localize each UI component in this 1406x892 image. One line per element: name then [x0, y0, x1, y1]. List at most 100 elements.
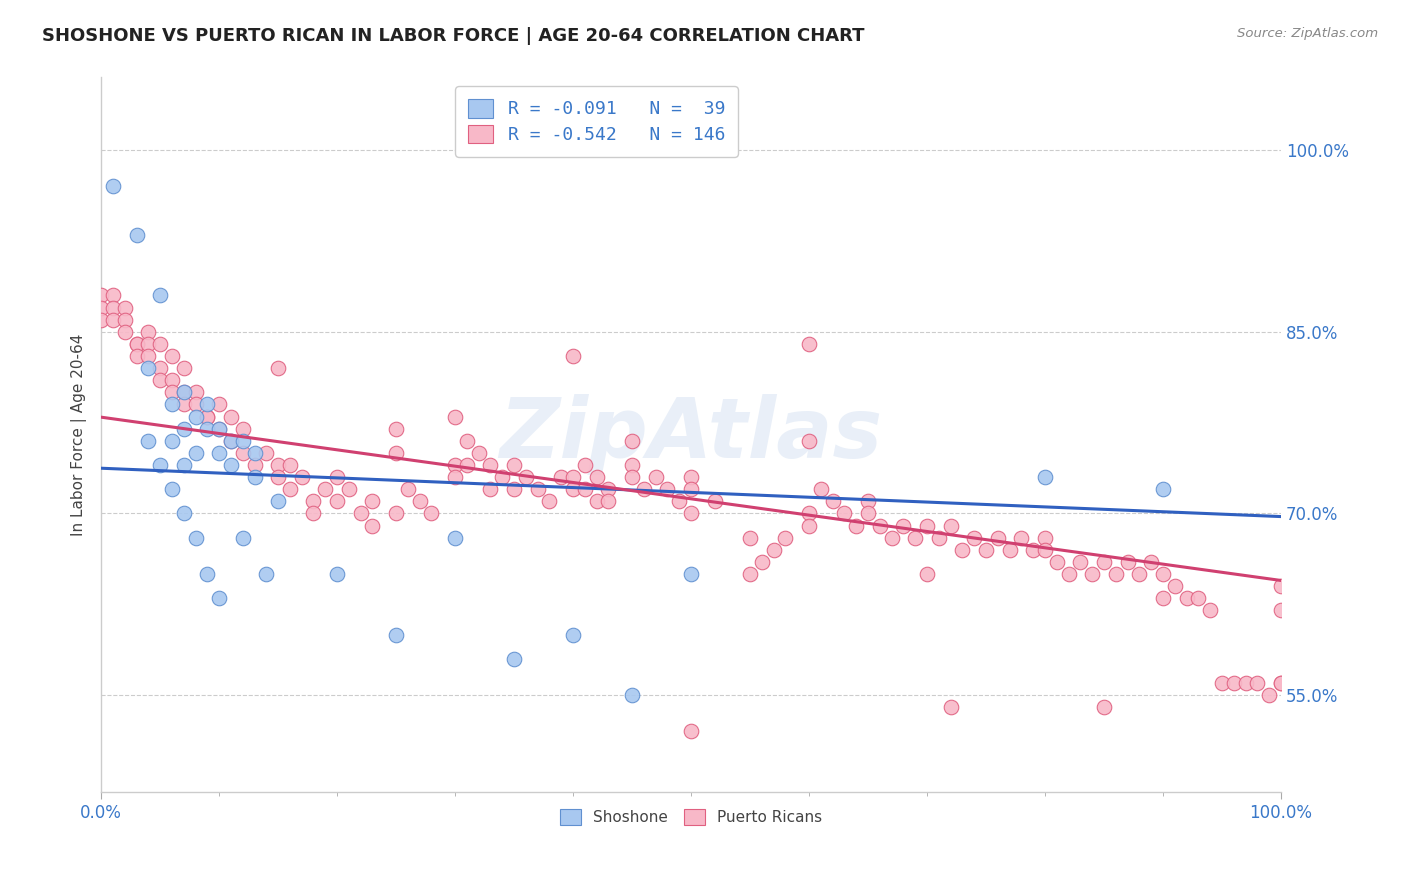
Point — [136, 325, 159, 339]
Point — [974, 542, 997, 557]
Point — [444, 409, 467, 424]
Point — [173, 385, 195, 400]
Point — [302, 507, 325, 521]
Point — [326, 494, 349, 508]
Point — [621, 434, 644, 448]
Point — [821, 494, 844, 508]
Point — [184, 409, 207, 424]
Point — [574, 482, 596, 496]
Point — [173, 385, 195, 400]
Point — [738, 566, 761, 581]
Point — [208, 422, 231, 436]
Point — [1270, 676, 1292, 690]
Text: SHOSHONE VS PUERTO RICAN IN LABOR FORCE | AGE 20-64 CORRELATION CHART: SHOSHONE VS PUERTO RICAN IN LABOR FORCE … — [42, 27, 865, 45]
Point — [562, 482, 585, 496]
Point — [585, 494, 607, 508]
Point — [208, 397, 231, 411]
Point — [1105, 566, 1128, 581]
Point — [149, 288, 172, 302]
Point — [243, 470, 266, 484]
Point — [184, 531, 207, 545]
Point — [195, 409, 218, 424]
Point — [1140, 555, 1163, 569]
Point — [574, 458, 596, 472]
Point — [114, 325, 136, 339]
Point — [679, 566, 702, 581]
Point — [420, 507, 443, 521]
Point — [90, 288, 112, 302]
Point — [1116, 555, 1139, 569]
Point — [950, 542, 973, 557]
Point — [598, 482, 620, 496]
Point — [195, 422, 218, 436]
Point — [797, 337, 820, 351]
Point — [1187, 591, 1209, 606]
Point — [538, 494, 561, 508]
Point — [585, 470, 607, 484]
Point — [361, 518, 384, 533]
Point — [963, 531, 986, 545]
Point — [173, 422, 195, 436]
Point — [125, 349, 148, 363]
Point — [184, 446, 207, 460]
Point — [136, 434, 159, 448]
Point — [1211, 676, 1233, 690]
Point — [267, 361, 290, 376]
Point — [160, 482, 183, 496]
Point — [797, 507, 820, 521]
Point — [114, 301, 136, 315]
Point — [845, 518, 868, 533]
Point — [904, 531, 927, 545]
Point — [173, 458, 195, 472]
Point — [125, 227, 148, 242]
Point — [598, 494, 620, 508]
Point — [208, 422, 231, 436]
Point — [644, 470, 666, 484]
Point — [467, 446, 489, 460]
Point — [232, 422, 254, 436]
Point — [880, 531, 903, 545]
Point — [562, 470, 585, 484]
Point — [408, 494, 430, 508]
Point — [302, 494, 325, 508]
Point — [633, 482, 655, 496]
Point — [160, 373, 183, 387]
Point — [101, 301, 124, 315]
Point — [267, 458, 290, 472]
Point — [243, 446, 266, 460]
Point — [1164, 579, 1187, 593]
Point — [1199, 603, 1222, 617]
Point — [751, 555, 773, 569]
Point — [1152, 482, 1174, 496]
Point — [160, 397, 183, 411]
Point — [101, 312, 124, 326]
Y-axis label: In Labor Force | Age 20-64: In Labor Force | Age 20-64 — [72, 334, 87, 536]
Point — [208, 446, 231, 460]
Point — [278, 458, 301, 472]
Point — [939, 518, 962, 533]
Point — [444, 531, 467, 545]
Point — [987, 531, 1010, 545]
Point — [125, 337, 148, 351]
Point — [679, 507, 702, 521]
Point — [479, 458, 502, 472]
Point — [679, 482, 702, 496]
Point — [160, 385, 183, 400]
Point — [1223, 676, 1246, 690]
Point — [869, 518, 891, 533]
Point — [1033, 542, 1056, 557]
Point — [491, 470, 513, 484]
Point — [621, 458, 644, 472]
Point — [267, 494, 290, 508]
Point — [385, 446, 408, 460]
Point — [1069, 555, 1091, 569]
Point — [998, 542, 1021, 557]
Point — [444, 470, 467, 484]
Point — [834, 507, 856, 521]
Point — [621, 688, 644, 702]
Point — [125, 337, 148, 351]
Point — [136, 361, 159, 376]
Point — [90, 312, 112, 326]
Point — [90, 301, 112, 315]
Point — [254, 446, 277, 460]
